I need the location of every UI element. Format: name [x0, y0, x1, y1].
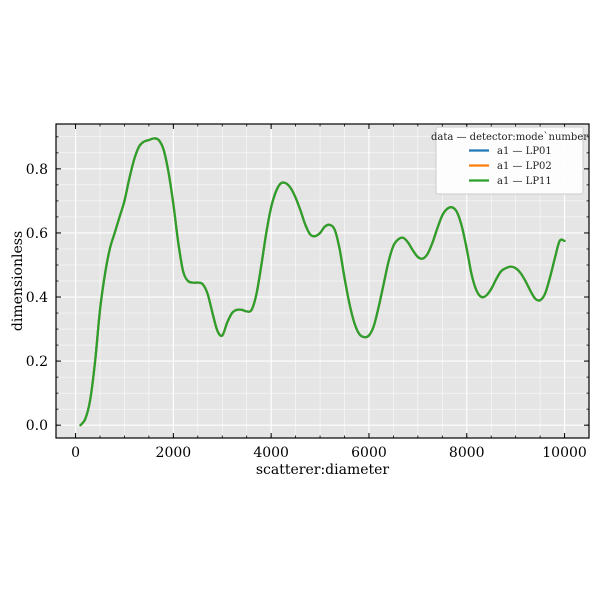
- series-line-3: [79, 137, 566, 427]
- x-tick-label: 6000: [351, 445, 387, 461]
- legend-title: data — detector:mode`number: [431, 132, 588, 143]
- x-tick-label: 8000: [449, 445, 485, 461]
- x-axis-label: scatterer:diameter: [256, 462, 390, 478]
- x-tick-label: 0: [71, 445, 80, 461]
- ticks: 0 2000 4000 6000 8000 10000 0.0 0.2 0.4 0.6 0.8: [26, 124, 590, 461]
- x-tick-label: 2000: [156, 445, 192, 461]
- legend-entry-label: a1 — LP01: [497, 146, 552, 157]
- y-tick-label: 0.4: [26, 290, 48, 306]
- y-tick-label: 0.6: [26, 226, 48, 242]
- y-axis-label: dimensionless: [10, 231, 26, 331]
- legend-entry-label: a1 — LP11: [497, 176, 552, 187]
- x-tick-label: 10000: [542, 445, 587, 461]
- legend-box: [435, 126, 584, 195]
- y-tick-label: 0.2: [26, 354, 48, 370]
- legend: data — detector:mode`number a1 — LP01a1 …: [431, 126, 588, 195]
- x-tick-label: 4000: [253, 445, 289, 461]
- y-tick-label: 0.0: [26, 418, 48, 434]
- series-layer: [79, 137, 566, 427]
- legend-entry-label: a1 — LP02: [497, 161, 552, 172]
- y-tick-label: 0.8: [26, 162, 48, 178]
- legend-entries: a1 — LP01 a1 — LP02 a1 — LP11: [469, 146, 552, 187]
